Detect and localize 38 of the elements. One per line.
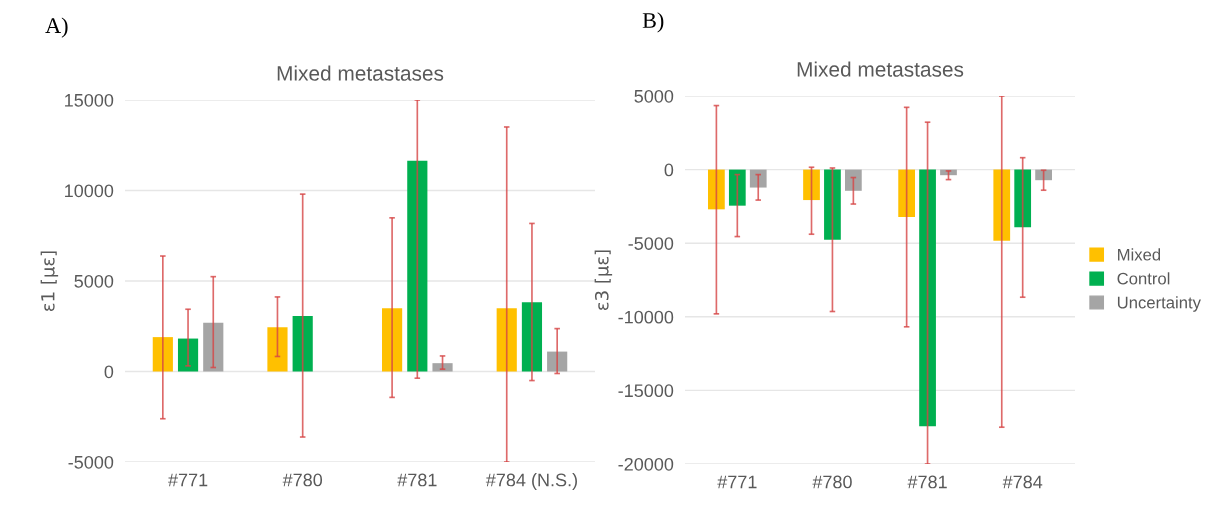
y-axis-title: ε1 [με] bbox=[40, 251, 59, 311]
y-tick-label: 15000 bbox=[65, 93, 114, 107]
y-tick-label: 5000 bbox=[74, 274, 114, 288]
legend-label: Mixed bbox=[1118, 248, 1161, 261]
y-tick-label: 5000 bbox=[634, 89, 674, 103]
bar bbox=[496, 308, 517, 372]
y-tick-label: 0 bbox=[104, 365, 114, 379]
chart-title: Mixed metastases bbox=[277, 65, 444, 81]
x-tick-label: #771 bbox=[717, 475, 757, 489]
x-tick-label: #781 bbox=[397, 473, 437, 487]
x-tick-label: #780 bbox=[282, 473, 323, 487]
y-tick-label: 0 bbox=[664, 163, 674, 177]
x-tick-label: #784 bbox=[1002, 475, 1043, 489]
legend-label: Uncertainty bbox=[1117, 296, 1201, 312]
y-tick-label: -5000 bbox=[628, 237, 674, 250]
bar bbox=[203, 322, 224, 372]
bar bbox=[432, 363, 453, 372]
y-tick-label: -20000 bbox=[618, 457, 674, 471]
x-tick-label: #784 (N.S.) bbox=[485, 473, 577, 490]
y-tick-label: -10000 bbox=[618, 310, 674, 324]
bar bbox=[267, 327, 288, 372]
bar bbox=[152, 337, 173, 372]
bar bbox=[521, 302, 543, 372]
x-tick-label: #780 bbox=[812, 475, 852, 489]
bar bbox=[292, 315, 313, 372]
chart-title: Mixed metastases bbox=[797, 61, 964, 77]
bar bbox=[382, 308, 403, 372]
y-tick-label: 10000 bbox=[65, 184, 114, 198]
text: A) bbox=[45, 17, 68, 38]
x-tick-label: #781 bbox=[907, 475, 947, 489]
legend-label: Control bbox=[1117, 272, 1170, 285]
y-tick-label: -5000 bbox=[68, 455, 114, 469]
bar bbox=[177, 338, 199, 372]
bar bbox=[547, 351, 568, 372]
x-tick-label: #771 bbox=[168, 473, 208, 487]
y-tick-label: -15000 bbox=[618, 384, 674, 398]
text: B) bbox=[642, 12, 664, 33]
y-axis-title: ε3 [με] bbox=[594, 250, 613, 310]
